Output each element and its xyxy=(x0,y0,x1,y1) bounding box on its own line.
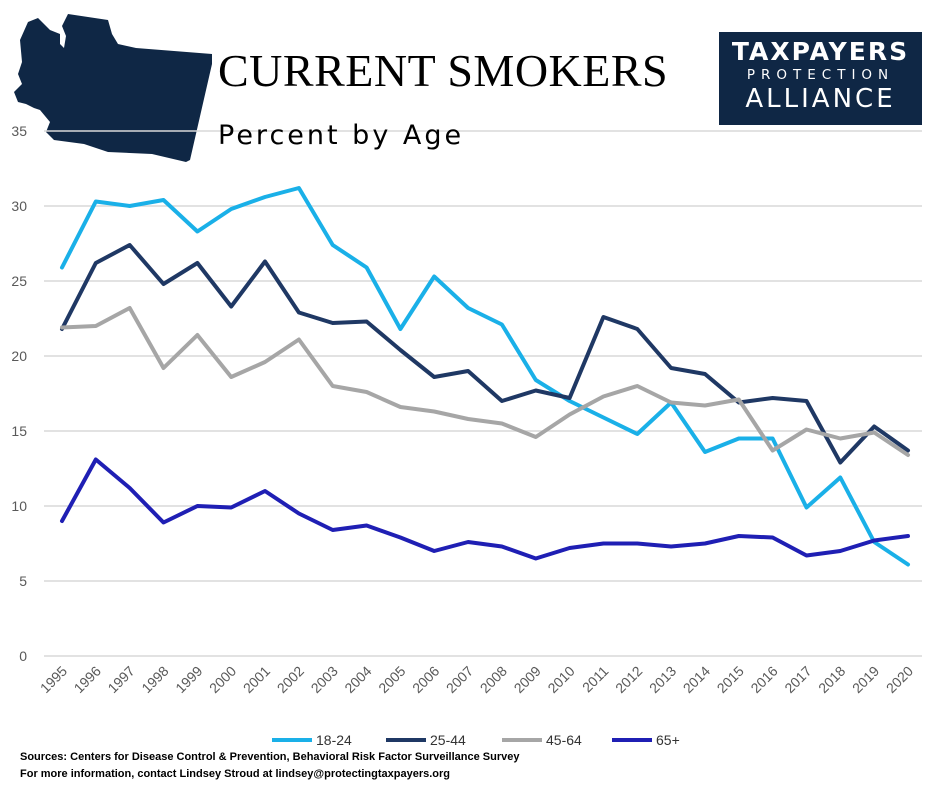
y-tick-label: 15 xyxy=(11,423,27,439)
washington-state-icon xyxy=(14,14,212,162)
x-tick-label: 2016 xyxy=(747,663,780,696)
x-tick-label: 1995 xyxy=(37,663,70,696)
y-tick-label: 25 xyxy=(11,273,27,289)
sources-note: Sources: Centers for Disease Control & P… xyxy=(20,749,519,783)
legend-label-45-64: 45-64 xyxy=(546,732,582,748)
x-tick-label: 2000 xyxy=(206,663,239,696)
x-tick-label: 2006 xyxy=(409,663,442,696)
x-tick-label: 2012 xyxy=(612,663,645,696)
logo-line-3: ALLIANCE xyxy=(745,84,896,114)
x-tick-label: 2017 xyxy=(781,663,814,696)
x-tick-label: 2011 xyxy=(579,663,612,696)
x-tick-label: 2009 xyxy=(511,663,544,696)
y-tick-label: 5 xyxy=(19,573,27,589)
y-axis-ticks: 0 5 10 15 20 25 30 35 xyxy=(11,123,27,664)
x-tick-label: 2013 xyxy=(646,663,679,696)
x-tick-label: 2018 xyxy=(815,663,848,696)
grid-layer xyxy=(44,130,922,657)
y-tick-label: 20 xyxy=(11,348,27,364)
x-tick-label: 2001 xyxy=(240,663,273,696)
chart-title: CURRENT SMOKERS xyxy=(218,45,669,96)
legend-label-18-24: 18-24 xyxy=(316,732,352,748)
logo-line-1: TAXPAYERS xyxy=(731,37,910,66)
taxpayers-protection-alliance-logo: TAXPAYERS PROTECTION ALLIANCE xyxy=(719,32,922,125)
logo-line-2: PROTECTION xyxy=(746,67,895,83)
series-line-25-44 xyxy=(60,243,910,465)
x-tick-label: 2008 xyxy=(477,663,510,696)
x-tick-label: 2002 xyxy=(274,663,307,696)
x-tick-label: 1996 xyxy=(71,663,104,696)
contact-line: For more information, contact Lindsey St… xyxy=(20,768,451,780)
legend-label-25-44: 25-44 xyxy=(430,732,466,748)
series-line-45-64 xyxy=(60,306,910,457)
x-tick-label: 1997 xyxy=(104,663,137,696)
x-tick-label: 2015 xyxy=(714,663,747,696)
legend: 18-24 25-44 45-64 65+ xyxy=(272,732,680,748)
legend-label-65+: 65+ xyxy=(656,732,680,748)
x-tick-label: 2019 xyxy=(849,663,882,696)
y-tick-label: 35 xyxy=(11,123,27,139)
x-tick-label: 2004 xyxy=(341,663,374,696)
x-tick-label: 2014 xyxy=(680,663,713,696)
x-tick-label: 2005 xyxy=(375,663,408,696)
series-line-65+ xyxy=(60,457,910,561)
x-tick-label: 2020 xyxy=(883,663,916,696)
chart-subtitle: Percent by Age xyxy=(218,120,465,151)
x-tick-label: 2010 xyxy=(544,663,577,696)
x-tick-label: 2003 xyxy=(307,663,340,696)
y-tick-label: 10 xyxy=(11,498,27,514)
series-layer xyxy=(60,186,910,567)
y-tick-label: 30 xyxy=(11,198,27,214)
y-tick-label: 0 xyxy=(19,648,27,664)
x-tick-label: 2007 xyxy=(443,663,476,696)
x-axis-ticks: 1995 1996 1997 1998 1999 2000 2001 2002 2003 2004… xyxy=(37,663,916,696)
sources-line: Sources: Centers for Disease Control & P… xyxy=(20,751,520,763)
x-tick-label: 1999 xyxy=(172,663,205,696)
x-tick-label: 1998 xyxy=(138,663,171,696)
